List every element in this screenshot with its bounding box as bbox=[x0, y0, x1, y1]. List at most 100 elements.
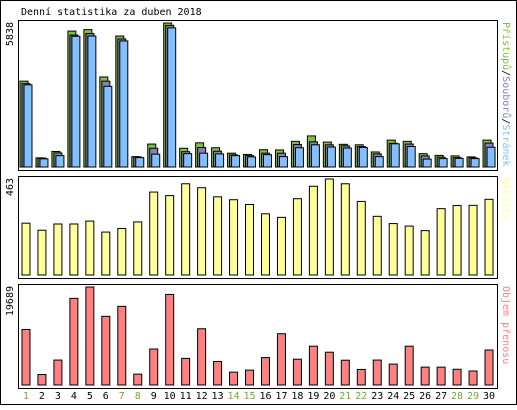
x-tick-label-day-22: 22 bbox=[355, 391, 367, 402]
legend-entry: / bbox=[500, 118, 511, 124]
bar-objem-přenosu-day-29 bbox=[468, 370, 478, 386]
bar-návštěv-day-7 bbox=[117, 228, 127, 276]
bar-stránek-day-21 bbox=[342, 147, 352, 168]
x-tick-label-day-1: 1 bbox=[23, 391, 29, 402]
x-tick-label-day-2: 2 bbox=[39, 391, 45, 402]
bar-návštěv-day-26 bbox=[420, 230, 430, 276]
panel-frame bbox=[18, 176, 498, 279]
x-tick-label-day-24: 24 bbox=[387, 391, 399, 402]
legend-entry: / bbox=[500, 70, 511, 76]
x-tick-label-day-19: 19 bbox=[307, 391, 319, 402]
bar-návštěv-day-28 bbox=[452, 205, 462, 276]
bar-stránek-day-25 bbox=[406, 146, 416, 168]
bar-stránek-day-20 bbox=[326, 146, 336, 168]
bar-návštěv-day-19 bbox=[308, 185, 318, 276]
bar-stránek-day-30 bbox=[486, 146, 496, 168]
bar-stránek-day-17 bbox=[278, 156, 288, 168]
legend-entry: Stránek bbox=[500, 124, 512, 166]
x-tick-label-day-26: 26 bbox=[419, 391, 431, 402]
bar-stránek-day-13 bbox=[215, 153, 225, 168]
bar-objem-přenosu-day-18 bbox=[292, 358, 302, 386]
bar-objem-přenosu-day-11 bbox=[181, 357, 191, 386]
bar-stránek-day-19 bbox=[310, 144, 320, 168]
x-tick-label-day-5: 5 bbox=[87, 391, 93, 402]
bar-návštěv-day-14 bbox=[229, 199, 239, 276]
x-tick-label-day-23: 23 bbox=[371, 391, 383, 402]
bar-stránek-day-7 bbox=[119, 40, 129, 168]
bar-stránek-day-9 bbox=[151, 153, 161, 168]
bar-objem-přenosu-day-9 bbox=[149, 348, 159, 386]
bar-stránek-day-4 bbox=[71, 35, 81, 168]
bar-objem-přenosu-day-13 bbox=[213, 361, 223, 386]
y-max-label: 5838 bbox=[5, 22, 16, 46]
x-tick-label-day-21: 21 bbox=[339, 391, 351, 402]
bar-objem-přenosu-day-28 bbox=[452, 368, 462, 386]
bar-návštěv-day-21 bbox=[340, 183, 350, 276]
bar-objem-přenosu-day-6 bbox=[101, 315, 111, 386]
panel-kbytes: 19689 Objem přenosu bbox=[5, 284, 512, 389]
bar-objem-přenosu-day-7 bbox=[117, 305, 127, 386]
bar-objem-přenosu-day-10 bbox=[165, 293, 175, 386]
bar-objem-přenosu-day-21 bbox=[340, 359, 350, 386]
bar-návštěv-day-8 bbox=[133, 221, 143, 276]
bar-objem-přenosu-day-4 bbox=[69, 297, 79, 386]
bar-návštěv-day-12 bbox=[197, 187, 207, 276]
y-max-label: 19689 bbox=[5, 286, 16, 316]
x-tick-label-day-12: 12 bbox=[196, 391, 208, 402]
bar-návštěv-day-22 bbox=[356, 200, 366, 276]
panel-frame bbox=[18, 284, 498, 389]
bar-návštěv-day-10 bbox=[165, 195, 175, 276]
bar-objem-přenosu-day-26 bbox=[420, 366, 430, 386]
x-tick-label-day-15: 15 bbox=[243, 391, 255, 402]
x-tick-label-day-4: 4 bbox=[71, 391, 77, 402]
bar-stránek-day-18 bbox=[294, 147, 304, 168]
x-tick-label-day-8: 8 bbox=[135, 391, 141, 402]
bar-návštěv-day-1 bbox=[21, 222, 31, 276]
bar-stránek-day-6 bbox=[103, 85, 113, 168]
bar-návštěv-day-18 bbox=[292, 198, 302, 276]
panel-frame bbox=[18, 20, 498, 171]
bar-objem-přenosu-day-12 bbox=[197, 328, 207, 386]
bar-objem-přenosu-day-14 bbox=[229, 371, 239, 386]
bar-objem-přenosu-day-15 bbox=[245, 369, 255, 386]
bar-objem-přenosu-day-22 bbox=[356, 368, 366, 386]
panel-visits: 463 Návštěv bbox=[5, 176, 512, 279]
bar-objem-přenosu-day-19 bbox=[308, 345, 318, 386]
bar-návštěv-day-4 bbox=[69, 223, 79, 276]
bar-stránek-day-5 bbox=[87, 35, 97, 168]
y-max-label: 463 bbox=[5, 178, 16, 196]
bar-návštěv-day-15 bbox=[245, 204, 255, 276]
x-tick-label-day-25: 25 bbox=[403, 391, 415, 402]
series-legend-label: Návštěv bbox=[500, 178, 512, 220]
x-tick-label-day-29: 29 bbox=[467, 391, 479, 402]
bar-stránek-day-3 bbox=[55, 155, 65, 168]
bar-návštěv-day-23 bbox=[372, 215, 382, 276]
bar-návštěv-day-13 bbox=[213, 196, 223, 276]
bar-stránek-day-1 bbox=[23, 84, 33, 168]
legend-entry: Přístupů bbox=[500, 22, 512, 70]
x-tick-label-day-20: 20 bbox=[323, 391, 335, 402]
bar-návštěv-day-27 bbox=[436, 208, 446, 276]
bar-objem-přenosu-day-17 bbox=[276, 333, 286, 386]
x-tick-label-day-3: 3 bbox=[55, 391, 61, 402]
x-tick-label-day-18: 18 bbox=[291, 391, 303, 402]
bar-objem-přenosu-day-3 bbox=[53, 359, 63, 386]
bar-stránek-day-23 bbox=[374, 156, 384, 168]
bar-objem-přenosu-day-1 bbox=[21, 329, 31, 386]
bar-objem-přenosu-day-5 bbox=[85, 286, 95, 386]
bar-návštěv-day-9 bbox=[149, 191, 159, 276]
bar-návštěv-day-24 bbox=[388, 223, 398, 276]
x-tick-label-day-30: 30 bbox=[483, 391, 495, 402]
bar-objem-přenosu-day-25 bbox=[404, 345, 414, 386]
bar-návštěv-day-20 bbox=[324, 178, 334, 276]
series-legend-label: Objem přenosu bbox=[500, 286, 512, 364]
chart-title: Denní statistika za duben 2018 bbox=[21, 6, 202, 18]
bar-stránek-day-28 bbox=[454, 157, 464, 168]
bar-stránek-day-27 bbox=[438, 158, 448, 168]
bar-objem-přenosu-day-2 bbox=[37, 374, 47, 386]
x-tick-label-day-28: 28 bbox=[451, 391, 463, 402]
bar-stránek-day-12 bbox=[199, 152, 209, 168]
x-tick-label-day-11: 11 bbox=[180, 391, 192, 402]
